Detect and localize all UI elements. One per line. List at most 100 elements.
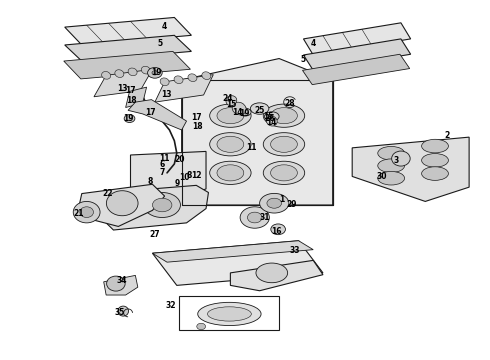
Text: 11: 11 (246, 143, 257, 152)
Ellipse shape (270, 136, 297, 152)
Text: 25: 25 (254, 106, 265, 115)
Text: 14: 14 (232, 108, 243, 117)
Polygon shape (230, 260, 323, 291)
Ellipse shape (256, 263, 288, 283)
Text: 21: 21 (73, 209, 84, 218)
Ellipse shape (210, 161, 251, 184)
Ellipse shape (421, 167, 448, 180)
Ellipse shape (263, 161, 305, 184)
Text: 4: 4 (311, 39, 316, 48)
Text: 33: 33 (290, 246, 300, 255)
Ellipse shape (144, 193, 180, 217)
Ellipse shape (73, 202, 100, 223)
Ellipse shape (378, 171, 405, 185)
Text: 35: 35 (115, 308, 125, 317)
Text: 13: 13 (161, 90, 171, 99)
Ellipse shape (217, 136, 244, 152)
Ellipse shape (267, 198, 282, 208)
Text: 5: 5 (157, 39, 162, 48)
Text: 31: 31 (259, 213, 270, 222)
Text: 18: 18 (126, 96, 137, 105)
Text: 24: 24 (222, 94, 233, 103)
Ellipse shape (270, 108, 297, 124)
Text: 8: 8 (147, 176, 153, 185)
Ellipse shape (217, 108, 244, 124)
Text: 17: 17 (125, 86, 136, 95)
Ellipse shape (160, 78, 169, 86)
Ellipse shape (270, 165, 297, 181)
Ellipse shape (152, 71, 158, 75)
Text: 19: 19 (123, 114, 133, 123)
Text: 29: 29 (286, 200, 296, 209)
Text: 26: 26 (264, 114, 274, 123)
Ellipse shape (101, 72, 111, 79)
Polygon shape (182, 59, 333, 205)
Text: 20: 20 (174, 156, 185, 165)
Ellipse shape (107, 276, 125, 291)
Text: 18: 18 (193, 122, 203, 131)
Text: 13: 13 (117, 84, 127, 93)
Text: 6: 6 (160, 160, 165, 169)
Ellipse shape (128, 68, 137, 76)
Polygon shape (303, 23, 411, 55)
Ellipse shape (378, 147, 405, 160)
Ellipse shape (174, 76, 183, 84)
Ellipse shape (207, 307, 251, 321)
Ellipse shape (188, 74, 197, 81)
Text: 15: 15 (263, 112, 273, 121)
Text: 1: 1 (279, 195, 284, 204)
Polygon shape (125, 87, 147, 108)
Polygon shape (128, 100, 187, 130)
Text: 11: 11 (159, 154, 170, 163)
Ellipse shape (239, 108, 251, 116)
Polygon shape (65, 35, 192, 61)
Ellipse shape (226, 96, 237, 106)
Text: 4: 4 (162, 22, 167, 31)
Ellipse shape (124, 114, 135, 122)
Text: 5: 5 (301, 55, 306, 64)
Ellipse shape (106, 191, 138, 216)
Ellipse shape (147, 67, 162, 78)
Text: 32: 32 (166, 301, 176, 310)
Text: 10: 10 (179, 173, 189, 182)
Text: 2: 2 (444, 131, 450, 140)
Ellipse shape (115, 70, 124, 77)
Polygon shape (65, 18, 192, 45)
Polygon shape (130, 152, 206, 198)
Text: 22: 22 (102, 189, 113, 198)
Ellipse shape (197, 323, 205, 330)
Polygon shape (152, 241, 323, 285)
Text: 17: 17 (145, 108, 155, 117)
Text: 3: 3 (393, 156, 399, 165)
Text: 14: 14 (267, 118, 277, 127)
Ellipse shape (421, 139, 448, 153)
Ellipse shape (271, 224, 286, 235)
Text: 15: 15 (226, 100, 237, 109)
Text: 16: 16 (271, 227, 282, 236)
Text: 19: 19 (151, 68, 162, 77)
Text: 9: 9 (174, 179, 179, 188)
Polygon shape (99, 185, 208, 230)
Ellipse shape (250, 103, 269, 114)
Text: 19: 19 (239, 109, 249, 118)
Ellipse shape (263, 133, 305, 156)
Text: 27: 27 (149, 230, 160, 239)
Ellipse shape (118, 306, 128, 316)
Ellipse shape (232, 102, 246, 115)
Ellipse shape (198, 302, 261, 325)
Polygon shape (155, 75, 213, 102)
Text: 12: 12 (191, 171, 201, 180)
Text: 34: 34 (117, 276, 127, 285)
Ellipse shape (240, 207, 270, 228)
Text: 30: 30 (376, 172, 387, 181)
Polygon shape (303, 39, 411, 70)
Ellipse shape (421, 154, 448, 167)
Ellipse shape (247, 212, 262, 223)
Text: 8: 8 (186, 171, 192, 180)
Ellipse shape (265, 112, 279, 121)
Ellipse shape (267, 116, 277, 126)
Ellipse shape (152, 198, 172, 212)
Ellipse shape (260, 193, 289, 213)
Text: 17: 17 (191, 113, 201, 122)
Polygon shape (302, 54, 410, 85)
